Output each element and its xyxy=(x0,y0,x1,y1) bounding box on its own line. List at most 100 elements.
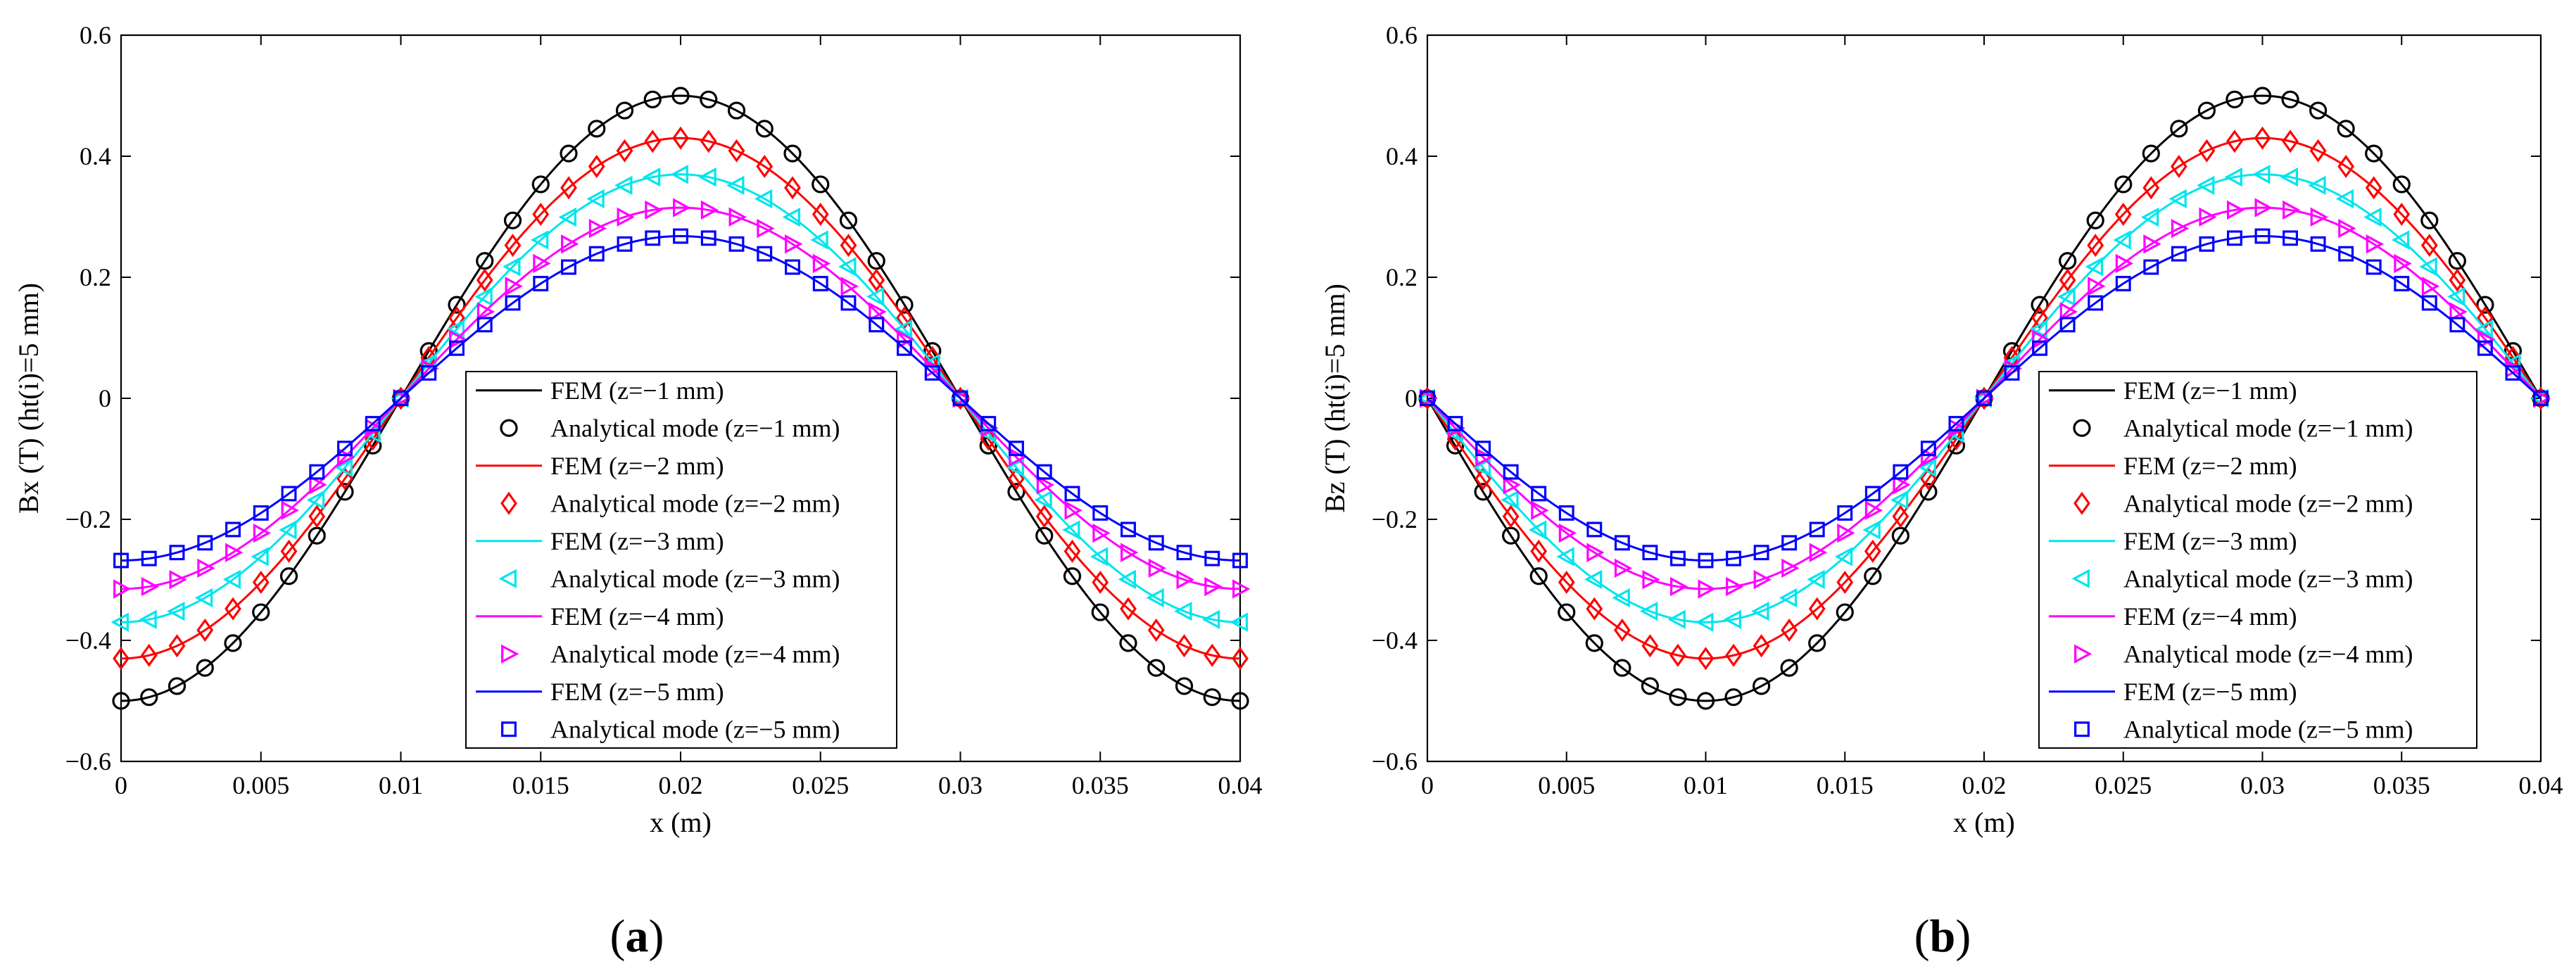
chart-b-data-point xyxy=(1642,569,1660,590)
chart-a-data-point xyxy=(586,189,605,209)
chart-a-x-tick-label: 0.01 xyxy=(379,771,423,799)
chart-a-data-point xyxy=(728,139,745,163)
chart-b-data-point xyxy=(2505,365,2521,381)
chart-a-data-point xyxy=(869,302,887,322)
chart-b-data-point xyxy=(1834,547,1853,566)
chart-a-data-point xyxy=(1176,569,1194,590)
chart-b-data-point xyxy=(2365,176,2382,200)
chart-a-data-point xyxy=(952,391,968,406)
chart-b-data-point xyxy=(2254,198,2273,217)
chart-a-data-point xyxy=(253,523,272,543)
chart-a-data-point xyxy=(895,296,914,314)
chart-b-data-point xyxy=(2113,230,2131,250)
chart-a-data-point xyxy=(280,539,298,563)
chart-b-data-point xyxy=(1697,647,1715,671)
chart-b-data-point xyxy=(2253,87,2272,105)
chart-a-data-point xyxy=(755,120,774,138)
chart-b-data-point xyxy=(1781,619,1798,642)
chart-a-data-point xyxy=(336,467,353,490)
panel-label-a: (a) xyxy=(610,911,664,962)
chart-a-data-point xyxy=(560,176,577,200)
chart-a-data-point xyxy=(673,198,691,217)
chart-a-data-point xyxy=(337,448,355,467)
chart-b-data-point xyxy=(1698,579,1716,599)
chart-a-data-point xyxy=(337,441,353,457)
chart-b-data-point xyxy=(1584,569,1603,590)
chart-b-data-point xyxy=(1890,490,1909,510)
chart-b-data-point xyxy=(2475,319,2493,339)
chart-a-data-point xyxy=(279,520,297,540)
chart-a-y-tick-label: −0.6 xyxy=(65,747,111,775)
chart-a-legend-swatch-5 xyxy=(498,569,517,588)
chart-b-legend-label-7: Analytical mode (z=−4 mm) xyxy=(2123,640,2413,668)
chart-a-data-point xyxy=(673,228,688,244)
chart-a-data-point xyxy=(1120,543,1139,562)
chart-a-data-point xyxy=(1231,692,1249,710)
chart-b-legend-label-6: FEM (z=−4 mm) xyxy=(2123,602,2297,631)
chart-a-data-point xyxy=(533,253,551,274)
chart-b-data-point xyxy=(2227,230,2242,246)
chart-a-data-point xyxy=(393,391,409,406)
chart-b-data-point xyxy=(1808,634,1826,652)
chart-a-series-markers-9 xyxy=(113,228,1248,569)
chart-b-x-tick-label: 0 xyxy=(1421,771,1434,799)
chart-b-legend-label-9: Analytical mode (z=−5 mm) xyxy=(2123,715,2413,743)
chart-a-data-point xyxy=(700,230,716,246)
chart-a-x-tick-label: 0.015 xyxy=(512,771,569,799)
chart-a-data-point xyxy=(1092,505,1109,521)
chart-a-data-point xyxy=(700,200,719,220)
chart-b-data-point xyxy=(1751,601,1769,621)
chart-a-data-point xyxy=(1204,550,1220,566)
chart-b-data-point xyxy=(2171,246,2187,262)
chart-b-data-point xyxy=(2420,211,2439,229)
chart-b-data-point xyxy=(1670,576,1688,597)
chart-a-data-point xyxy=(810,230,828,250)
chart-a-data-point xyxy=(1118,569,1136,590)
chart-a-data-point xyxy=(306,490,325,510)
chart-b-series-markers-9 xyxy=(1420,228,2549,569)
chart-b-data-point xyxy=(2282,129,2299,153)
chart-b-data-point xyxy=(2057,286,2076,307)
chart-a-data-point xyxy=(700,90,718,108)
chart-a-data-point xyxy=(225,597,241,621)
chart-b-data-point xyxy=(2281,90,2299,108)
chart-a-data-point xyxy=(141,550,157,566)
chart-b-data-point xyxy=(1503,475,1522,495)
chart-a-data-point xyxy=(1006,457,1024,478)
chart-a-data-point xyxy=(897,329,915,349)
chart-b-data-point xyxy=(1642,545,1658,561)
chart-a-data-point xyxy=(168,677,187,695)
chart-a-data-point xyxy=(642,167,661,187)
chart-a-data-point xyxy=(505,277,523,296)
chart-a-data-point xyxy=(1119,634,1137,652)
chart-a-data-point xyxy=(252,603,270,621)
chart-a-data-point xyxy=(757,218,775,239)
chart-b-data-point xyxy=(1558,505,1574,521)
chart-b-data-point xyxy=(2197,101,2216,120)
chart-a-data-point xyxy=(838,257,857,277)
chart-b-data-point xyxy=(2032,329,2050,349)
chart-a-data-point xyxy=(757,246,773,262)
chart-a-data-point xyxy=(251,547,269,566)
chart-b-data-point xyxy=(2088,295,2104,311)
chart-b-data-point xyxy=(1558,523,1577,543)
chart-b-data-point xyxy=(1698,552,1714,569)
chart-b-y-tick-label: 0 xyxy=(1405,384,1418,412)
chart-b-data-point xyxy=(1753,545,1769,561)
chart-b-data-point xyxy=(1475,441,1491,457)
chart-b-data-point xyxy=(1501,490,1519,510)
chart-b-data-point xyxy=(2199,236,2215,252)
chart-b-data-point xyxy=(1586,543,1605,562)
chart-b-data-point xyxy=(2142,144,2160,163)
chart-a-data-point xyxy=(785,259,800,275)
chart-a-data-point xyxy=(1204,643,1221,667)
chart-a-data-point xyxy=(1036,475,1055,495)
chart-b-data-point xyxy=(1920,441,1936,457)
chart-a-data-point xyxy=(1232,579,1251,599)
chart-a-data-point xyxy=(727,101,746,120)
chart-b-data-point xyxy=(2394,253,2412,274)
chart-a-data-point xyxy=(645,230,661,246)
chart-panel-b: 0 0.005 0.01 0.015 0.02 0.025 0.03 0.035 0.04 −0.… xyxy=(1319,21,2563,838)
chart-a-data-point xyxy=(1204,576,1223,597)
